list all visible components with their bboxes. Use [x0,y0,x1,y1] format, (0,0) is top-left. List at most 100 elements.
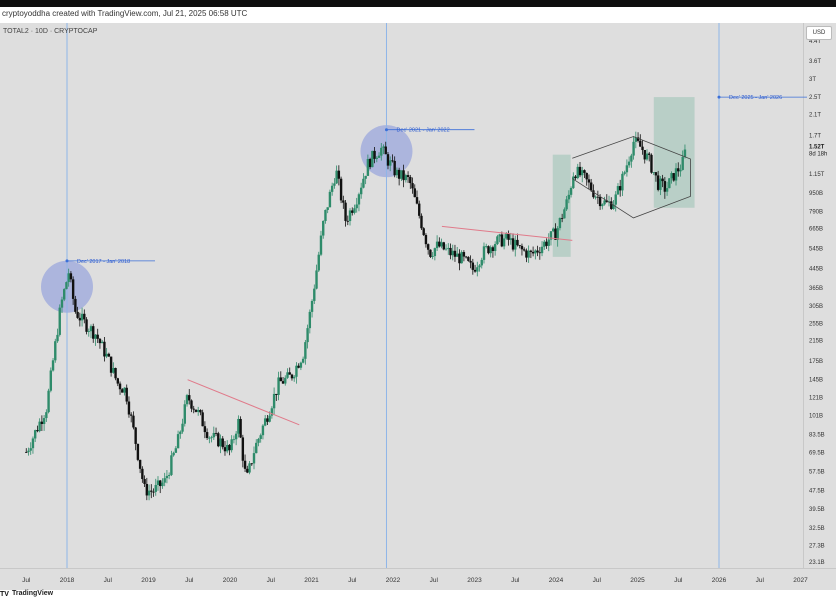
candle-body [681,156,684,170]
candle-body [65,282,68,290]
candle-body [592,190,595,198]
price-tick-label: 121B [809,396,823,402]
candle-body [268,415,271,422]
candle-body [355,204,358,209]
symbol-label: TOTAL2 · 10D · CRYPTOCAP [3,28,98,35]
candle-body [335,170,338,184]
candle-body [583,170,586,173]
candle-body [67,273,70,283]
candle-body [661,178,664,182]
candle-body [630,155,633,162]
candle-body [322,220,325,236]
price-tick-label: 57.5B [809,469,825,475]
candle-body [118,383,122,390]
candle-body [493,244,497,251]
candle-body [377,155,381,158]
countdown-label: 8d 18h [809,151,827,157]
chart-plot-area[interactable] [0,23,803,568]
candle-body [234,433,238,440]
candle-body [585,172,588,180]
candle-body [326,207,329,210]
candle-body [36,430,39,432]
candle-body [485,246,488,247]
candle-body [121,389,124,393]
candle-body [393,160,396,176]
time-tick-label: Jul [674,577,683,584]
candle-body [136,443,140,460]
candle-body [632,141,635,156]
candle-body [467,257,470,261]
time-tick-label: 2018 [60,577,75,584]
candle-body [214,432,218,434]
candle-body [601,204,604,207]
candle-body [259,435,262,439]
candle-body [413,188,416,198]
candle-body [170,455,173,475]
candle-body [241,437,245,461]
candle-body [292,376,296,379]
candle-body [92,326,95,339]
candle-body [31,438,35,449]
candle-body [491,247,495,251]
candle-body [107,353,111,357]
accumulation-zone-2024 [552,154,571,257]
currency-selector[interactable]: USD [806,26,832,40]
candle-body [58,307,61,335]
candle-body [85,319,88,332]
price-axis[interactable] [803,23,836,568]
candle-body [447,247,450,249]
price-tick-label: 365B [809,286,823,292]
candle-body [286,372,289,378]
candle-body [219,438,222,447]
candle-body [346,220,349,222]
price-tick-label: 305B [809,304,823,310]
candle-body [71,279,75,299]
candle-body [547,239,550,246]
candle-body [674,168,678,181]
price-tick-label: 32.5B [809,526,825,532]
candle-body [507,233,510,240]
candle-body [290,374,294,379]
candle-body [458,253,461,264]
candle-body [645,153,649,160]
candle-body [94,334,97,339]
candle-body [623,172,626,174]
price-tick-label: 255B [809,322,823,328]
candle-body [536,250,539,253]
candle-body [502,238,506,247]
candle-body [438,241,441,247]
time-tick-label: Jul [348,577,357,584]
candle-body [105,353,108,357]
candle-body [279,377,282,382]
candle-body [266,418,269,422]
candle-body [161,482,164,487]
time-tick-label: Jul [511,577,520,584]
candle-body [89,326,93,332]
time-axis[interactable] [0,568,836,590]
candle-body [344,202,347,221]
cycle-label-dot [717,95,721,99]
candle-body [76,311,79,318]
candle-body [310,300,314,312]
candle-body [295,365,298,377]
candle-body [540,246,544,254]
candle-body [221,438,224,448]
candle-body [409,176,412,184]
candle-body [188,395,191,401]
candle-body [353,208,356,213]
candle-body [478,265,481,268]
candle-body [49,370,53,391]
candle-body [451,250,454,256]
candle-body [659,178,662,190]
candle-body [549,231,553,240]
candle-body [112,367,115,373]
candle-body [639,140,642,147]
candle-body [163,478,166,483]
time-tick-label: 2025 [630,577,645,584]
candle-body [670,173,673,179]
candle-body [255,442,258,454]
candle-body [431,256,434,257]
candle-body [304,342,307,359]
cycle-label: Dec' 2025 - Jan' 2026 [729,95,782,101]
